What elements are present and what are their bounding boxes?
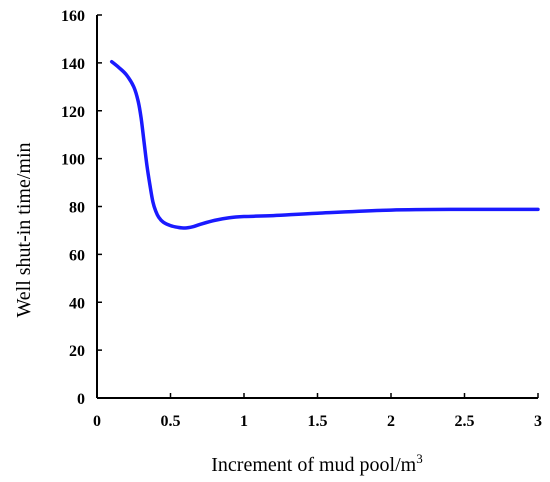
y-tick-label: 40 bbox=[69, 295, 85, 312]
y-tick-label: 20 bbox=[69, 343, 85, 360]
y-tick-label: 0 bbox=[77, 391, 85, 408]
series-line bbox=[109, 59, 540, 230]
y-tick-label: 140 bbox=[61, 56, 85, 73]
x-axis-ticks: 0 0.5 1 1.5 2 2.5 3 bbox=[93, 393, 542, 430]
x-tick-label: 0.5 bbox=[161, 413, 181, 430]
y-axis-title: Well shut-in time/min bbox=[13, 142, 35, 317]
x-axis-title-main: Increment of mud pool/m bbox=[211, 454, 416, 476]
x-axis-title-superscript: 3 bbox=[416, 451, 423, 466]
x-tick-label: 1.5 bbox=[308, 413, 328, 430]
y-tick-label: 120 bbox=[61, 104, 85, 121]
y-tick-label: 80 bbox=[69, 200, 85, 217]
x-tick-label: 0 bbox=[93, 413, 101, 430]
x-tick-label: 2 bbox=[387, 413, 395, 430]
y-tick-label: 160 bbox=[61, 8, 85, 25]
y-tick-label: 60 bbox=[69, 247, 85, 264]
series-layer bbox=[109, 59, 540, 230]
x-tick-label: 1 bbox=[240, 413, 248, 430]
y-tick-label: 100 bbox=[61, 152, 85, 169]
x-tick-label: 2.5 bbox=[455, 413, 475, 430]
x-tick-label: 3 bbox=[534, 413, 542, 430]
y-axis-ticks: 0 20 40 60 80 100 120 140 160 bbox=[61, 8, 102, 408]
plot-frame bbox=[96, 15, 538, 399]
x-axis-title: Increment of mud pool/m3 bbox=[211, 451, 422, 476]
